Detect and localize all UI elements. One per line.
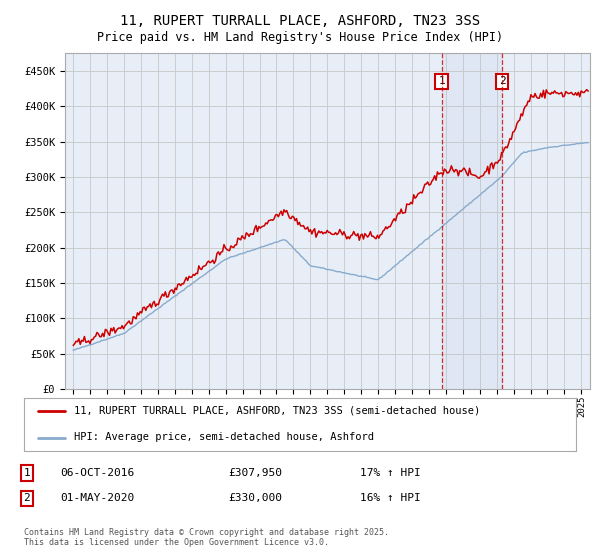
Text: Contains HM Land Registry data © Crown copyright and database right 2025.
This d: Contains HM Land Registry data © Crown c…	[24, 528, 389, 547]
Text: 1: 1	[438, 77, 445, 86]
Text: £307,950: £307,950	[228, 468, 282, 478]
Text: 16% ↑ HPI: 16% ↑ HPI	[360, 493, 421, 503]
Text: £330,000: £330,000	[228, 493, 282, 503]
Bar	[442, 53, 502, 389]
Text: 2: 2	[23, 493, 31, 503]
Text: 01-MAY-2020: 01-MAY-2020	[60, 493, 134, 503]
Text: HPI: Average price, semi-detached house, Ashford: HPI: Average price, semi-detached house,…	[74, 432, 374, 442]
Text: 11, RUPERT TURRALL PLACE, ASHFORD, TN23 3SS: 11, RUPERT TURRALL PLACE, ASHFORD, TN23 …	[120, 14, 480, 28]
Text: 1: 1	[23, 468, 31, 478]
Text: 17% ↑ HPI: 17% ↑ HPI	[360, 468, 421, 478]
Text: 06-OCT-2016: 06-OCT-2016	[60, 468, 134, 478]
Text: 2: 2	[499, 77, 506, 86]
Text: 11, RUPERT TURRALL PLACE, ASHFORD, TN23 3SS (semi-detached house): 11, RUPERT TURRALL PLACE, ASHFORD, TN23 …	[74, 406, 480, 416]
Text: Price paid vs. HM Land Registry's House Price Index (HPI): Price paid vs. HM Land Registry's House …	[97, 31, 503, 44]
